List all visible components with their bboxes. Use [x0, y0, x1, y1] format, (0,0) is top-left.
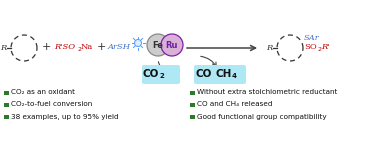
- Text: 2: 2: [77, 47, 81, 52]
- Text: +: +: [96, 42, 106, 52]
- Text: R'SO: R'SO: [54, 43, 75, 51]
- Bar: [4, 115, 8, 119]
- Text: Good functional group compatibility: Good functional group compatibility: [197, 114, 327, 119]
- Text: 2: 2: [159, 74, 164, 79]
- Text: CO₂ as an oxidant: CO₂ as an oxidant: [11, 89, 75, 96]
- Text: ArSH: ArSH: [108, 43, 131, 51]
- FancyBboxPatch shape: [194, 65, 246, 84]
- Bar: [190, 115, 195, 119]
- Text: Na: Na: [81, 43, 93, 51]
- Text: Fe: Fe: [152, 40, 164, 49]
- Text: CO and CH₄ released: CO and CH₄ released: [197, 102, 273, 107]
- Text: CO₂-to-fuel conversion: CO₂-to-fuel conversion: [11, 102, 92, 107]
- Text: SO: SO: [304, 43, 317, 51]
- Text: R': R': [321, 43, 330, 51]
- Bar: [190, 103, 195, 107]
- Text: 4: 4: [232, 74, 237, 79]
- Text: R: R: [0, 44, 6, 51]
- Bar: [4, 91, 8, 95]
- Text: CH: CH: [216, 69, 232, 79]
- Text: SAr: SAr: [304, 34, 320, 42]
- Circle shape: [135, 39, 141, 47]
- Bar: [190, 91, 195, 95]
- Text: Ru: Ru: [166, 40, 178, 49]
- Text: 38 examples, up to 95% yield: 38 examples, up to 95% yield: [11, 114, 119, 119]
- Text: 2: 2: [317, 47, 321, 52]
- Text: CO: CO: [196, 69, 212, 79]
- Text: Without extra stoichiometric reductant: Without extra stoichiometric reductant: [197, 89, 338, 96]
- Circle shape: [147, 34, 169, 56]
- Text: R: R: [266, 44, 272, 51]
- Text: CO: CO: [143, 69, 159, 79]
- FancyBboxPatch shape: [142, 65, 180, 84]
- Bar: [4, 103, 8, 107]
- Circle shape: [161, 34, 183, 56]
- Text: +: +: [41, 42, 51, 52]
